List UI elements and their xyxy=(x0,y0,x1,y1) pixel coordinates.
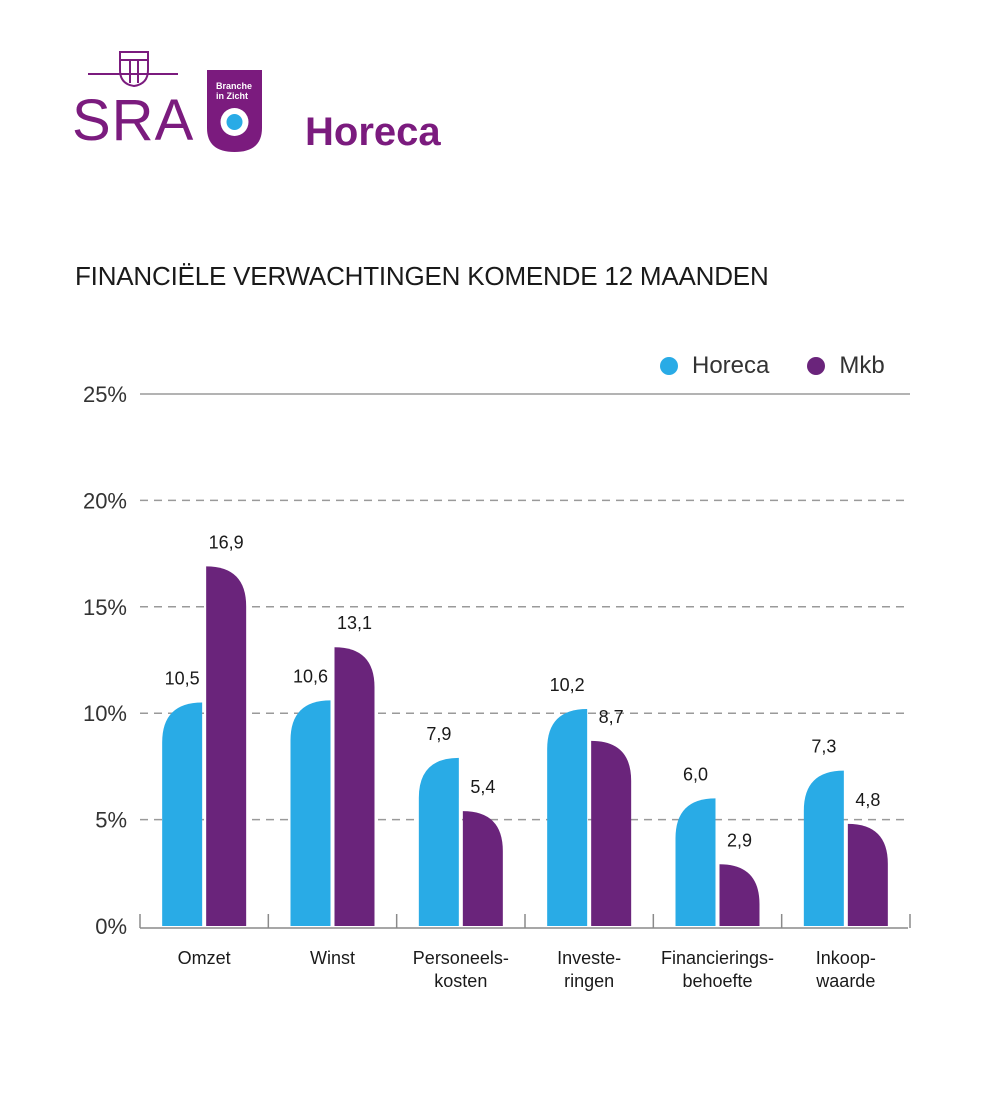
x-tick-label: Winst xyxy=(310,948,355,968)
bar-mkb xyxy=(334,647,375,926)
x-tick-label: Inkoop- xyxy=(816,948,876,968)
data-label: 16,9 xyxy=(209,532,244,552)
data-label: 8,7 xyxy=(599,707,624,727)
y-tick-label: 0% xyxy=(95,914,127,939)
x-tick-label: Financierings- xyxy=(661,948,774,968)
bar-mkb xyxy=(206,566,247,926)
chart-title: FINANCIËLE VERWACHTINGEN KOMENDE 12 MAAN… xyxy=(75,261,769,291)
legend-item-mkb: Mkb xyxy=(807,352,885,380)
bar-mkb xyxy=(847,823,888,926)
x-tick-label: ringen xyxy=(564,971,614,991)
sra-logo-icon xyxy=(88,51,262,152)
y-tick-label: 25% xyxy=(83,382,127,407)
bar-horeca xyxy=(547,708,588,926)
sra-logo-text: SRA xyxy=(72,88,195,153)
bar-horeca xyxy=(162,702,203,926)
chart-legend: Horeca Mkb xyxy=(660,352,885,380)
page-title: Horeca xyxy=(305,110,441,154)
y-tick-label: 20% xyxy=(83,488,127,513)
data-label: 7,3 xyxy=(811,737,836,757)
data-label: 10,5 xyxy=(165,669,200,689)
data-label: 13,1 xyxy=(337,613,372,633)
data-label: 5,4 xyxy=(470,777,495,797)
x-tick-label: Omzet xyxy=(178,948,231,968)
badge-text: Branche in Zicht xyxy=(216,81,253,101)
data-label: 10,2 xyxy=(550,675,585,695)
bar-horeca xyxy=(290,700,331,926)
data-label: 10,6 xyxy=(293,666,328,686)
bar-mkb xyxy=(719,864,760,926)
x-tick-label: kosten xyxy=(434,971,487,991)
data-label: 6,0 xyxy=(683,764,708,784)
data-label: 2,9 xyxy=(727,830,752,850)
legend-item-horeca: Horeca xyxy=(660,352,769,380)
legend-swatch-mkb xyxy=(807,357,826,375)
bar-mkb xyxy=(462,811,503,926)
legend-swatch-horeca xyxy=(660,357,678,375)
x-tick-label: Investe- xyxy=(557,948,621,968)
data-label: 4,8 xyxy=(855,790,880,810)
x-tick-label: waarde xyxy=(815,971,875,991)
y-tick-label: 10% xyxy=(83,701,127,726)
bar-horeca xyxy=(675,798,716,926)
legend-label-horeca: Horeca xyxy=(692,352,770,379)
bar-horeca xyxy=(418,757,459,926)
header: SRA Branche in Zicht Horeca xyxy=(0,0,1000,200)
x-tick-label: behoefte xyxy=(682,971,752,991)
y-tick-label: 5% xyxy=(95,808,127,833)
bar-horeca xyxy=(803,770,844,926)
y-tick-label: 15% xyxy=(83,595,127,620)
x-tick-label: Personeels- xyxy=(413,948,509,968)
legend-label-mkb: Mkb xyxy=(839,352,885,379)
data-label: 7,9 xyxy=(426,724,451,744)
bar-mkb xyxy=(591,740,632,926)
